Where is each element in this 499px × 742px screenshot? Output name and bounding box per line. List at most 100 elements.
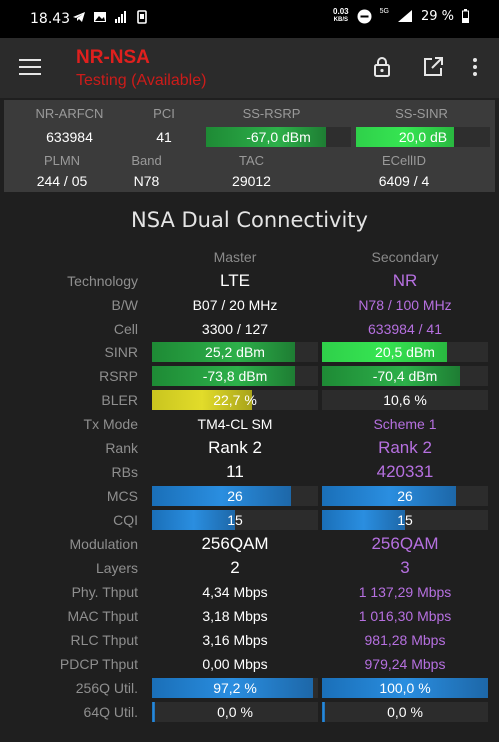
image-icon [94, 12, 106, 22]
data-rate: 0.03 KB/S [333, 7, 349, 24]
cqi-secondary-bar: 15 [322, 510, 488, 530]
status-bar: 18.43 0.03 KB/S 5G 29 % [0, 0, 499, 38]
bw-secondary: N78 / 100 MHz [358, 297, 452, 313]
signal-icon [115, 11, 126, 23]
band-value: N78 [133, 173, 160, 189]
row-label-layers: Layers [95, 560, 138, 576]
row-label-phy-thput: Phy. Thput [71, 584, 138, 600]
cqi-master-value: 15 [227, 512, 243, 528]
clock: 18.43 [30, 11, 71, 27]
mcs-master-bar: 26 [152, 486, 318, 506]
band-label: Band [131, 153, 162, 168]
row-label-cell: Cell [113, 321, 138, 337]
row-label-bw: B/W [111, 297, 138, 313]
cell-secondary: 633984 / 41 [368, 321, 442, 337]
sinr-bar: 20,0 dB [356, 127, 490, 147]
mcs-secondary-bar: 26 [322, 486, 488, 506]
row-label-technology: Technology [67, 273, 138, 289]
row-label-pdcp-thput: PDCP Thput [59, 656, 138, 672]
sinr-secondary-value: 20,5 dBm [375, 344, 435, 360]
rank-master: Rank 2 [208, 438, 262, 457]
util64-master-value: 0,0 % [217, 704, 253, 720]
secondary-column-header: Secondary [371, 249, 439, 265]
lock-icon[interactable] [370, 55, 394, 79]
rsrp-master-value: -73,8 dBm [202, 368, 268, 384]
row-label-rank: Rank [105, 440, 138, 456]
sinr-master-value: 25,2 dBm [205, 344, 265, 360]
summary-panel: NR-ARFCN PCI SS-RSRP SS-SINR 633984 41 -… [4, 100, 495, 192]
util64-secondary-bar: 0,0 % [322, 702, 488, 722]
rsrp-secondary-bar: -70,4 dBm [322, 366, 488, 386]
plmn-label: PLMN [43, 153, 81, 168]
cqi-master-bar: 15 [152, 510, 318, 530]
rsrp-label: SS-RSRP [242, 106, 301, 121]
row-label-mac-thput: MAC Thput [67, 608, 138, 624]
phy-thput-secondary: 1 137,29 Mbps [358, 584, 452, 600]
network-type: 5G [379, 7, 389, 15]
arfcn-label: NR-ARFCN [35, 106, 104, 121]
pci-value: 41 [156, 129, 172, 145]
row-label-modulation: Modulation [69, 536, 139, 552]
battery-level: 29 % [420, 8, 454, 24]
modulation-secondary: 256QAM [371, 534, 439, 553]
mcs-secondary-value: 26 [397, 488, 413, 504]
rsrp-secondary-value: -70,4 dBm [372, 368, 438, 384]
bler-secondary-bar: 10,6 % [322, 390, 488, 410]
plmn-value: 244 / 05 [36, 173, 88, 189]
pdcp-thput-master: 0,00 Mbps [202, 656, 268, 672]
rlc-thput-secondary: 981,28 Mbps [364, 632, 446, 648]
bler-master-bar: 22,7 % [152, 390, 318, 410]
menu-icon[interactable] [19, 59, 41, 75]
technology-master: LTE [220, 271, 250, 290]
notification-icons [72, 10, 149, 24]
txmode-secondary: Scheme 1 [373, 416, 437, 432]
util64-master-bar: 0,0 % [152, 702, 318, 722]
rbs-secondary: 420331 [376, 462, 434, 481]
row-label-64q-util: 64Q Util. [83, 704, 138, 720]
row-label-cqi: CQI [113, 512, 138, 528]
bler-master-value: 22,7 % [213, 392, 257, 408]
rsrp-bar: -67,0 dBm [206, 127, 351, 147]
phone-icon [137, 10, 147, 24]
page-title: NR-NSA [76, 47, 150, 68]
phy-thput-master: 4,34 Mbps [202, 584, 268, 600]
row-label-rlc-thput: RLC Thput [70, 632, 138, 648]
rank-secondary: Rank 2 [378, 438, 432, 457]
do-not-disturb-icon [357, 9, 372, 23]
open-external-icon[interactable] [421, 55, 445, 79]
cqi-secondary-value: 15 [397, 512, 413, 528]
mcs-master-value: 26 [227, 488, 243, 504]
mac-thput-master: 3,18 Mbps [202, 608, 268, 624]
rlc-thput-master: 3,16 Mbps [202, 632, 268, 648]
mac-thput-secondary: 1 016,30 Mbps [358, 608, 452, 624]
bler-secondary-value: 10,6 % [383, 392, 427, 408]
util256-secondary-bar: 100,0 % [322, 678, 488, 698]
util256-master-value: 97,2 % [213, 680, 257, 696]
section-title: NSA Dual Connectivity [131, 208, 368, 232]
tac-value: 29012 [232, 173, 271, 189]
sinr-label: SS-SINR [395, 106, 448, 121]
txmode-master: TM4-CL SM [197, 416, 273, 432]
modulation-master: 256QAM [201, 534, 269, 553]
more-vert-icon[interactable] [463, 55, 487, 79]
util64-secondary-value: 0,0 % [387, 704, 423, 720]
rsrp-master-bar: -73,8 dBm [152, 366, 318, 386]
telegram-icon [73, 12, 85, 22]
battery-icon [462, 9, 469, 23]
rbs-master: 11 [226, 462, 244, 481]
bw-master: B07 / 20 MHz [192, 297, 278, 313]
row-label-256q-util: 256Q Util. [75, 680, 138, 696]
row-label-rsrp: RSRP [99, 368, 138, 384]
pdcp-thput-secondary: 979,24 Mbps [364, 656, 446, 672]
rsrp-value: -67,0 dBm [246, 129, 311, 145]
status-right: 0.03 KB/S 5G 29 % [333, 8, 469, 24]
row-label-rbs: RBs [111, 464, 138, 480]
sinr-secondary-bar: 20,5 dBm [322, 342, 488, 362]
tac-label: TAC [238, 153, 265, 168]
row-label-txmode: Tx Mode [83, 416, 138, 432]
arfcn-value: 633984 [46, 129, 93, 145]
pci-label: PCI [153, 106, 175, 121]
cell-master: 3300 / 127 [201, 321, 269, 337]
ecellid-label: ECellID [381, 153, 427, 168]
util256-secondary-value: 100,0 % [379, 680, 431, 696]
